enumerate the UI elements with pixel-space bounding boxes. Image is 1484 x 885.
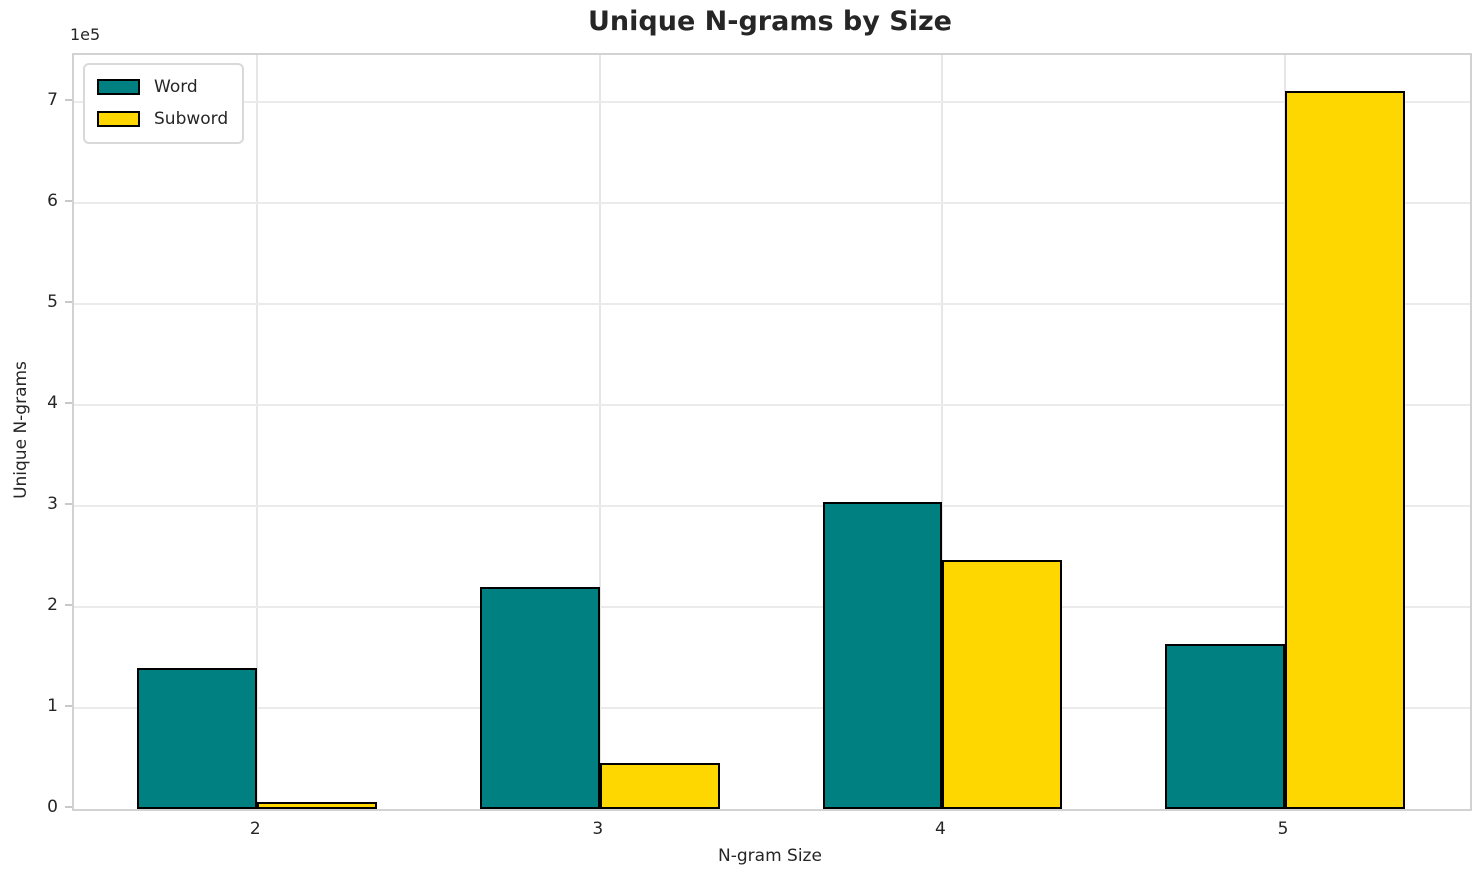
y-tick-label: 0: [47, 797, 58, 817]
y-tick-mark: [65, 503, 72, 506]
gridline-horizontal: [74, 202, 1470, 205]
y-tick-label: 3: [47, 494, 58, 515]
y-tick-label: 5: [47, 292, 58, 313]
x-tick-label: 5: [1277, 819, 1289, 839]
y-tick-label: 4: [47, 393, 58, 414]
bar-subword-4: [942, 559, 1063, 809]
chart-title: Unique N-grams by Size: [588, 6, 952, 37]
bar-subword-3: [599, 762, 720, 809]
bar-word-2: [137, 667, 258, 809]
y-tick-label: 6: [47, 191, 58, 212]
gridline-horizontal: [74, 101, 1470, 104]
gridline-vertical: [941, 55, 944, 809]
y-tick-mark: [65, 705, 72, 708]
y-axis-label: Unique N-grams: [11, 361, 31, 499]
bar-subword-2: [257, 801, 378, 809]
bar-subword-5: [1285, 91, 1405, 809]
x-tick-label: 2: [249, 819, 261, 839]
plot-area: Word Subword: [72, 53, 1472, 811]
y-tick-mark: [65, 604, 72, 607]
legend-label: Subword: [154, 109, 229, 129]
gridline-horizontal: [74, 707, 1470, 710]
gridline-horizontal: [74, 505, 1470, 508]
gridline-vertical: [598, 55, 601, 809]
legend-swatch-subword: [97, 111, 140, 127]
legend-entry-word: Word: [97, 74, 230, 100]
gridline-horizontal: [74, 606, 1470, 609]
y-tick-mark: [65, 806, 72, 808]
y-tick-label: 1: [47, 696, 58, 717]
legend: Word Subword: [83, 63, 244, 144]
bar-word-5: [1165, 644, 1285, 809]
bar-word-3: [479, 586, 600, 809]
y-tick-label: 7: [47, 90, 58, 111]
x-tick-label: 3: [592, 819, 604, 839]
y-axis-offset-text: 1e5: [70, 25, 101, 44]
x-axis-label: N-gram Size: [718, 846, 822, 866]
y-tick-label: 2: [47, 595, 58, 616]
gridline-horizontal: [74, 404, 1470, 407]
legend-swatch-word: [97, 79, 140, 95]
y-tick-mark: [65, 402, 72, 405]
legend-label: Word: [154, 77, 198, 97]
y-tick-mark: [65, 99, 72, 102]
y-tick-mark: [65, 200, 72, 203]
gridline-vertical: [256, 55, 259, 809]
bar-word-4: [822, 502, 943, 809]
y-tick-mark: [65, 301, 72, 304]
legend-entry-subword: Subword: [97, 106, 230, 132]
gridline-horizontal: [74, 303, 1470, 306]
x-tick-label: 4: [935, 819, 946, 839]
